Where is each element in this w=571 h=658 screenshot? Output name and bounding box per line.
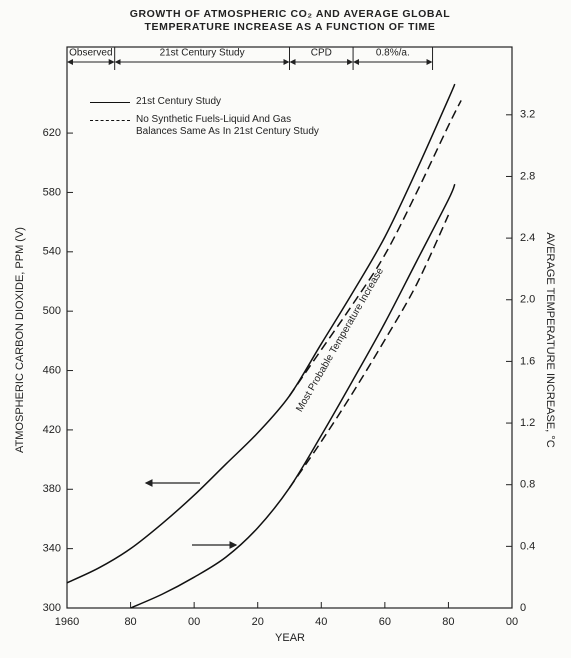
x-tick-label: 00 [188,616,200,628]
x-tick-label: 40 [315,616,327,628]
y2-tick-label: 1.6 [520,355,535,367]
x-tick-label: 80 [124,616,136,628]
y2-tick-label: 0 [520,602,526,614]
legend-label: 21st Century Study [136,96,222,107]
y2-tick-label: 0.8 [520,479,535,491]
x-tick-label: 80 [442,616,454,628]
y-tick-label: 300 [43,602,61,614]
period-label: 0.8%/a. [376,48,410,59]
chart-title: GROWTH OF ATMOSPHERIC CO₂ AND AVERAGE GL… [130,8,451,20]
series-line [66,83,456,584]
x-axis-label: YEAR [275,632,305,644]
legend: 21st Century Study No Synthetic Fuels-Liq… [86,96,326,144]
y2-tick-label: 0.4 [520,540,535,552]
legend-item: 21st Century Study [86,96,326,108]
y-tick-label: 500 [43,305,61,317]
period-label: Observed [69,48,112,59]
x-tick-label: 00 [506,616,518,628]
y2-tick-label: 2.8 [520,170,535,182]
x-tick-label: 20 [252,616,264,628]
period-label: CPD [311,48,332,59]
y2-tick-label: 2.0 [520,294,535,306]
y-tick-label: 580 [43,186,61,198]
y-tick-label: 620 [43,127,61,139]
period-label: 21st Century Study [160,48,245,59]
series-line [288,214,450,489]
legend-swatch [90,120,130,121]
legend-label: No Synthetic Fuels-Liquid And Gas Balanc… [136,114,319,137]
legend-item: No Synthetic Fuels-Liquid And Gas Balanc… [86,114,326,138]
y2-tick-label: 1.2 [520,417,535,429]
y2-tick-label: 2.4 [520,232,535,244]
chart-title: TEMPERATURE INCREASE AS A FUNCTION OF TI… [144,21,435,33]
y-axis-label: ATMOSPHERIC CARBON DIOXIDE, PPM (V) [14,227,26,453]
y-tick-label: 380 [43,483,61,495]
y-tick-label: 340 [43,543,61,555]
curve-annotation: Most Probable Temperature Increase [294,266,386,414]
y2-tick-label: 3.2 [520,109,535,121]
x-tick-label: 1960 [55,616,79,628]
series-line [130,183,456,609]
y-tick-label: 460 [43,364,61,376]
y2-axis-label: AVERAGE TEMPERATURE INCREASE, °C [544,232,556,447]
legend-swatch [90,102,130,103]
y-tick-label: 540 [43,246,61,258]
y-tick-label: 420 [43,424,61,436]
series-line [288,100,462,397]
x-tick-label: 60 [379,616,391,628]
